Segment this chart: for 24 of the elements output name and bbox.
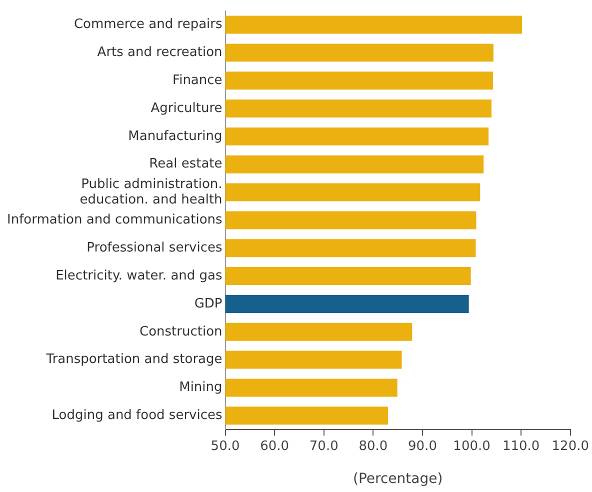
x-tick-label: 80.0 xyxy=(358,438,388,454)
y-tick-label: Lodging and food services xyxy=(52,408,222,424)
y-tick-label: Real estate xyxy=(149,156,222,172)
x-tick-label: 120.0 xyxy=(552,438,589,454)
y-tick-label: Information and communications xyxy=(7,212,223,228)
y-tick-label: Mining xyxy=(179,380,222,396)
y-tick-label: Professional services xyxy=(86,240,222,256)
y-tick-label: Public administration. education. and health xyxy=(80,176,222,208)
x-tick-label: 60.0 xyxy=(260,438,290,454)
y-tick-label: Construction xyxy=(140,324,222,340)
x-tick-label: 110.0 xyxy=(502,438,540,454)
x-tick-label: 50.0 xyxy=(210,438,240,454)
y-tick-label: Agriculture xyxy=(150,100,222,116)
x-tick-label: 70.0 xyxy=(309,438,338,454)
y-tick-label: Arts and recreation xyxy=(97,45,222,60)
x-tick-label: 100.0 xyxy=(453,438,490,454)
x-axis-title: (Percentage) xyxy=(352,471,443,488)
y-tick-label: GDP xyxy=(194,296,222,312)
y-tick-label: Electricity. water. and gas xyxy=(56,268,222,284)
x-tick-label: 90.0 xyxy=(408,438,437,454)
y-tick-label: Transportation and storage xyxy=(45,352,222,368)
y-tick-label: Commerce and repairs xyxy=(74,17,222,32)
y-tick-label: Finance xyxy=(172,72,222,88)
y-tick-label: Manufacturing xyxy=(128,128,222,144)
